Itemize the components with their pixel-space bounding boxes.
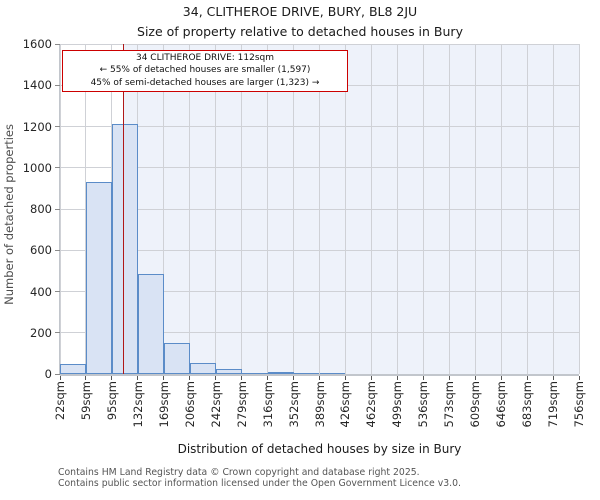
x-tick-mark — [474, 376, 476, 380]
y-gridline — [60, 249, 579, 251]
x-tick-mark — [552, 376, 554, 380]
x-tick-mark — [422, 376, 424, 380]
histogram-bar — [85, 182, 112, 374]
x-tick-label: 279sqm — [234, 381, 249, 428]
y-tick-label: 400 — [30, 284, 52, 299]
x-tick-label: 536sqm — [416, 381, 431, 428]
plot-area — [55, 43, 580, 380]
x-tick-label: 462sqm — [364, 381, 379, 428]
x-tick-label: 316sqm — [260, 381, 275, 428]
x-tick-mark — [500, 376, 502, 380]
x-tick-mark — [448, 376, 450, 380]
y-tick-label: 800 — [30, 202, 52, 216]
chart-subtitle: Size of property relative to detached ho… — [137, 24, 463, 39]
y-tick-mark — [55, 291, 60, 292]
histogram-bar — [60, 363, 86, 374]
histogram-bar — [163, 343, 190, 374]
x-tick-label: 719sqm — [546, 381, 561, 428]
histogram-bar — [137, 273, 164, 374]
x-tick-label: 22sqm — [53, 381, 67, 421]
x-tick-label: 646sqm — [494, 381, 509, 428]
x-tick-label: 169sqm — [156, 381, 171, 428]
y-tick-mark — [55, 126, 60, 127]
y-tick-mark — [55, 332, 60, 334]
x-tick-label: 573sqm — [442, 381, 457, 428]
y-tick-label: 1400 — [22, 78, 52, 93]
annotation-larger-line: 45% of semi-detached houses are larger (… — [90, 77, 320, 88]
x-tick-label: 242sqm — [208, 381, 223, 428]
y-tick-mark — [55, 373, 60, 375]
x-tick-label: 683sqm — [520, 381, 535, 428]
x-tick-mark — [215, 376, 217, 380]
x-gridline — [578, 44, 580, 374]
x-tick-mark — [344, 376, 346, 380]
x-tick-mark — [396, 376, 398, 380]
y-tick-mark — [55, 167, 60, 169]
x-tick-mark — [241, 376, 243, 380]
histogram-bar — [267, 371, 294, 374]
x-tick-label: 756sqm — [572, 381, 586, 428]
x-axis-label: Distribution of detached houses by size … — [177, 442, 462, 456]
y-gridline — [60, 208, 579, 210]
x-tick-label: 59sqm — [78, 381, 93, 421]
x-tick-mark — [137, 376, 139, 380]
x-tick-label: 499sqm — [390, 381, 405, 428]
x-tick-mark — [85, 376, 87, 380]
y-tick-mark — [55, 84, 60, 86]
histogram-bar — [189, 362, 216, 374]
x-tick-mark — [293, 376, 295, 380]
y-tick-label: 600 — [30, 243, 52, 258]
chart-title: 34, CLITHEROE DRIVE, BURY, BL8 2JU — [182, 4, 418, 19]
y-gridline — [60, 291, 579, 292]
x-tick-label: 426sqm — [338, 381, 353, 428]
x-tick-label: 132sqm — [130, 381, 145, 428]
x-tick-mark — [319, 376, 320, 380]
y-tick-label: 1200 — [22, 119, 52, 134]
x-tick-mark — [267, 376, 269, 380]
x-tick-mark — [370, 376, 372, 380]
x-tick-mark — [578, 376, 580, 380]
x-tick-label: 389sqm — [312, 381, 327, 428]
y-tick-mark — [55, 208, 60, 210]
y-gridline — [60, 43, 579, 45]
y-tick-mark — [55, 43, 60, 45]
y-gridline — [60, 332, 579, 334]
x-tick-mark — [189, 376, 191, 380]
y-gridline — [60, 167, 579, 169]
x-tick-mark — [111, 376, 113, 380]
y-tick-label: 200 — [30, 325, 52, 340]
y-tick-label: 1000 — [22, 160, 52, 175]
x-tick-label: 609sqm — [468, 381, 483, 428]
x-axis-line — [60, 374, 579, 376]
annotation-box: 34 CLITHEROE DRIVE: 112sqm ← 55% of deta… — [62, 50, 348, 93]
x-tick-mark — [163, 376, 165, 380]
x-tick-label: 95sqm — [104, 381, 119, 421]
x-tick-mark — [526, 376, 528, 380]
histogram-bar — [111, 124, 138, 374]
x-tick-label: 352sqm — [286, 381, 301, 428]
x-tick-label: 206sqm — [182, 381, 197, 428]
annotation-smaller-line: ← 55% of detached houses are smaller (1,… — [99, 65, 311, 76]
y-gridline — [60, 126, 579, 127]
y-tick-mark — [55, 249, 60, 251]
footer-line-2: Contains public sector information licen… — [58, 478, 461, 489]
footer-line-1: Contains HM Land Registry data © Crown c… — [58, 467, 420, 478]
y-tick-label: 0 — [44, 367, 52, 381]
annotation-property-line: 34 CLITHEROE DRIVE: 112sqm — [135, 53, 275, 63]
property-size-marker — [122, 44, 125, 374]
y-tick-label: 1600 — [22, 37, 52, 51]
x-tick-mark — [59, 376, 61, 380]
histogram-bar — [215, 368, 242, 374]
